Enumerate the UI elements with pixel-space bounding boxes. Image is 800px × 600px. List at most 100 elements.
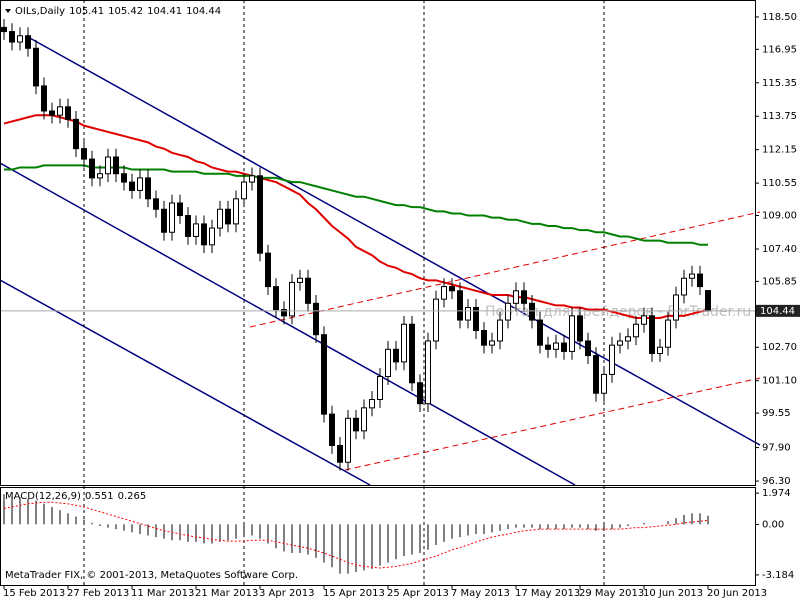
x-tick-label: 21 Mar 2013 <box>195 588 258 599</box>
candle-body <box>473 307 479 332</box>
candle-body <box>289 281 295 317</box>
candle-body <box>449 286 455 292</box>
candle-body <box>57 106 63 116</box>
main-frame <box>0 0 756 486</box>
candle-body <box>561 342 567 352</box>
candle-body <box>105 156 111 175</box>
x-tick-label: 17 May 2013 <box>515 588 580 599</box>
candle-body <box>649 315 655 355</box>
header: OILs,Daily 105.41 105.42 104.41 104.44 <box>15 6 221 17</box>
symbol-title: OILs,Daily <box>15 6 65 17</box>
y-tick-label: 97.90 <box>762 443 791 454</box>
candle-body <box>665 319 671 348</box>
macd-title: MACD(12,26,9) <box>5 491 81 502</box>
candle-body <box>529 302 535 321</box>
price-label: 104.44 <box>760 306 795 317</box>
moving-average <box>3 114 709 319</box>
candle-body <box>337 444 343 463</box>
y-tick-label: 112.15 <box>762 145 797 156</box>
candle-body <box>641 315 647 325</box>
candle-body <box>601 373 607 394</box>
candle-body <box>217 208 223 229</box>
frames <box>0 0 756 586</box>
candle-body <box>161 208 167 233</box>
y-tick-label: 110.55 <box>762 178 797 189</box>
candle-body <box>193 223 199 237</box>
y-tick-label: 105.85 <box>762 276 797 287</box>
y-tick-label: 109.00 <box>762 211 797 222</box>
candle-body <box>537 319 543 346</box>
candle-body <box>273 286 279 311</box>
candle-body <box>97 173 103 179</box>
candle-body <box>545 344 551 350</box>
candle-body <box>49 110 55 116</box>
candle-body <box>9 31 15 43</box>
candle-body <box>401 323 407 363</box>
candle-body <box>633 323 639 338</box>
candle-body <box>25 35 31 49</box>
candle-body <box>697 273 703 288</box>
candle-body <box>185 215 191 237</box>
candle-body <box>705 290 711 312</box>
trend-lines <box>0 36 761 486</box>
signal-value: 0.265 <box>118 491 147 502</box>
candle-body <box>657 346 663 355</box>
candle-body <box>81 148 87 160</box>
y-tick-label: 101.10 <box>762 376 797 387</box>
y-tick-label: 0.00 <box>762 519 784 530</box>
candle-body <box>41 85 47 112</box>
candle-body <box>353 417 359 432</box>
candle-body <box>457 290 463 321</box>
candle-body <box>409 323 415 384</box>
y-tick-label: -3.184 <box>762 570 794 581</box>
candle-body <box>441 286 447 300</box>
candle-body <box>113 156 119 175</box>
dashed-channel-line <box>344 377 761 471</box>
x-tick-label: 11 Mar 2013 <box>131 588 194 599</box>
candle-body <box>593 355 599 394</box>
candle-body <box>377 376 383 400</box>
close-value: 104.44 <box>186 6 221 17</box>
candle-body <box>129 181 135 191</box>
moving-average <box>4 164 708 246</box>
candle-body <box>617 340 623 346</box>
y-tick-label: 99.55 <box>762 408 791 419</box>
candle-body <box>153 198 159 210</box>
macd-frame <box>0 487 756 586</box>
candle-body <box>137 177 143 191</box>
channel-line <box>0 279 371 486</box>
plot-layer: 118.50 116.95 115.35 113.75 112.15 110.55 109.… <box>0 12 797 589</box>
candle-body <box>305 277 311 304</box>
price-label-box <box>756 304 800 317</box>
candle-body <box>625 336 631 342</box>
candle-body <box>497 319 503 342</box>
y-tick-label: 118.50 <box>762 12 797 23</box>
menu-triangle[interactable] <box>5 9 11 13</box>
candle-body <box>329 413 335 446</box>
candle-body <box>249 175 255 183</box>
x-tick-label: 15 Apr 2013 <box>323 588 385 599</box>
candle-body <box>361 407 367 432</box>
y-tick-label: 102.70 <box>762 342 797 353</box>
low-value: 104.41 <box>147 6 182 17</box>
y-tick-label: 1.974 <box>762 488 791 499</box>
y-tick-label: 96.30 <box>762 476 791 487</box>
candle-body <box>209 227 215 246</box>
candle-body <box>689 273 695 279</box>
candle-body <box>145 177 151 200</box>
candle-body <box>513 290 519 304</box>
candle-body <box>233 198 239 225</box>
candle-body <box>505 302 511 321</box>
candle-body <box>425 340 431 405</box>
candle-body <box>489 340 495 346</box>
candle-body <box>89 158 95 179</box>
candle-body <box>433 298 439 342</box>
candle-body <box>417 382 423 405</box>
candle-body <box>465 307 471 321</box>
candle-body <box>681 277 687 296</box>
candle-body <box>345 417 351 463</box>
macd-header: MACD(12,26,9) 0.551 0.265 <box>5 491 146 502</box>
signal-line <box>3 501 709 569</box>
candle-body <box>313 302 319 336</box>
